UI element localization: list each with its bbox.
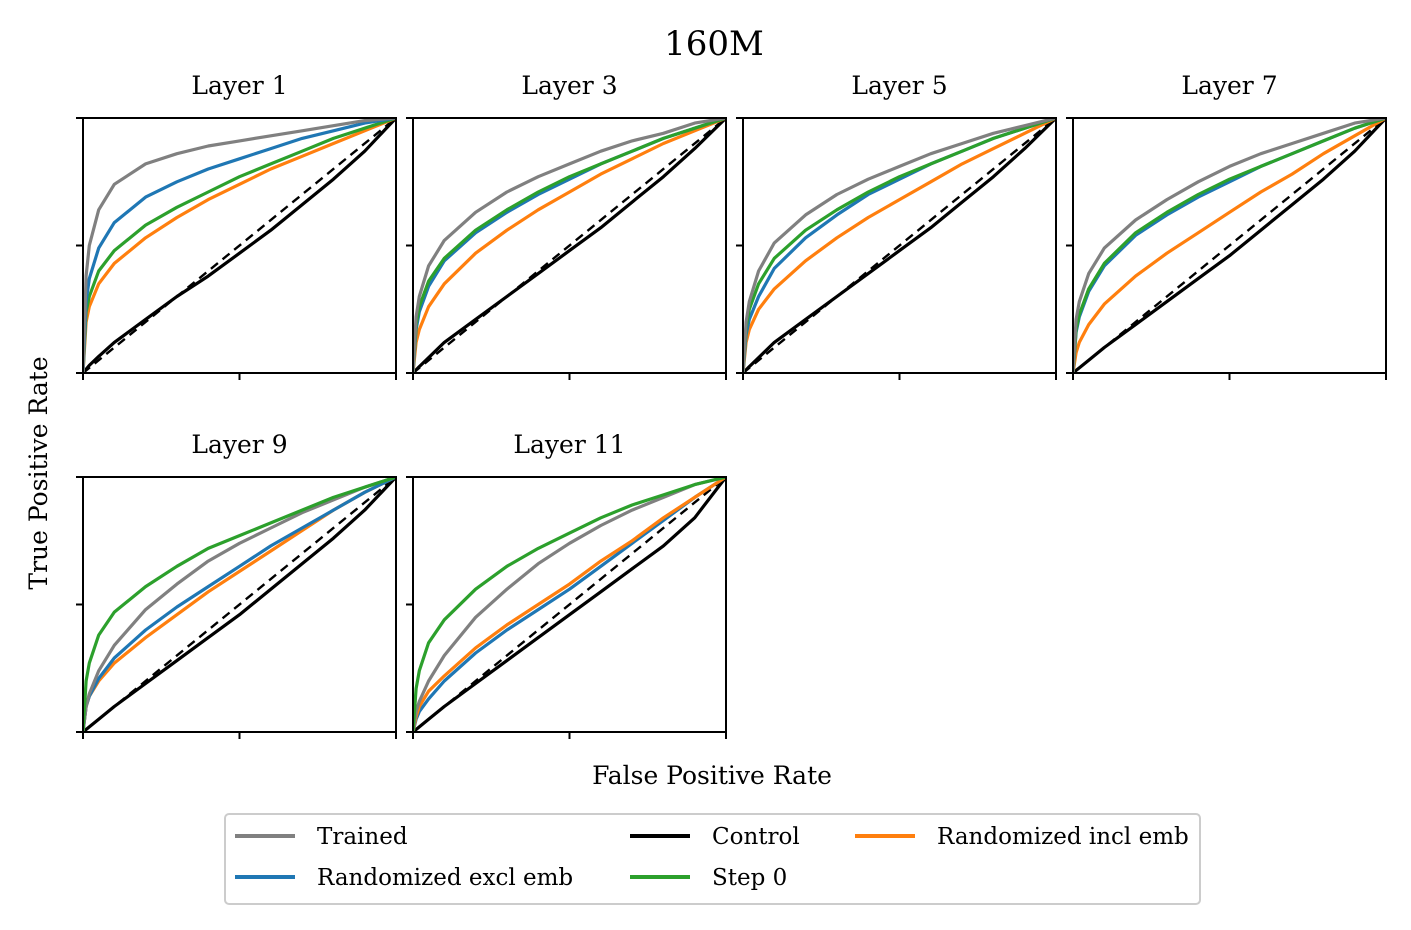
plot-area	[743, 118, 1056, 373]
plot-area	[83, 118, 396, 373]
series-line-randomized-incl-emb	[1073, 118, 1386, 373]
series-line-step-0	[413, 477, 726, 732]
panels: Layer 1 Layer 3 Layer 5 Layer 7 Layer 9 Layer…	[76, 71, 1387, 739]
series-line-control	[413, 477, 726, 732]
panel-title: Layer 5	[851, 71, 947, 100]
series-line-control	[413, 118, 726, 373]
series-line-randomized-excl-emb	[413, 477, 726, 732]
legend-label: Randomized excl emb	[317, 865, 573, 891]
series-line-control	[743, 118, 1056, 373]
series-line-trained	[743, 118, 1056, 373]
series-line-step-0	[83, 118, 396, 373]
legend-item-randomized-excl-emb: Randomized excl emb	[235, 865, 573, 891]
series-line-randomized-incl-emb	[413, 477, 726, 732]
axes-frame	[82, 476, 397, 733]
legend-label: Randomized incl emb	[937, 824, 1189, 850]
panel-layer-5: Layer 5	[736, 71, 1057, 380]
panel-layer-11: Layer 11	[406, 430, 727, 739]
legend-label: Trained	[317, 824, 408, 850]
series-line-randomized-incl-emb	[83, 118, 396, 373]
plot-area	[83, 477, 396, 732]
plot-area	[1073, 118, 1386, 373]
plot-area	[413, 118, 726, 373]
chance-line	[83, 118, 396, 373]
chance-line	[413, 118, 726, 373]
axes-frame	[412, 476, 727, 733]
figure-title: 160M	[664, 24, 764, 64]
axes-frame	[742, 117, 1057, 374]
legend-frame	[224, 813, 1201, 905]
series-line-step-0	[83, 477, 396, 732]
panel-layer-9: Layer 9	[76, 430, 397, 739]
legend-label: Step 0	[712, 865, 787, 891]
panel-title: Layer 1	[191, 71, 287, 100]
series-line-trained	[413, 118, 726, 373]
legend-item-randomized-incl-emb: Randomized incl emb	[855, 824, 1189, 850]
panel-title: Layer 3	[521, 71, 617, 100]
legend-items: Trained Randomized excl emb Control Step 0 R…	[235, 824, 1189, 891]
plot-area	[413, 477, 726, 732]
series-line-trained	[1073, 118, 1386, 373]
series-line-randomized-excl-emb	[83, 118, 396, 373]
panel-title: Layer 7	[1181, 71, 1277, 100]
panel-layer-1: Layer 1	[76, 71, 397, 380]
series-line-control	[1073, 118, 1386, 373]
x-axis-label: False Positive Rate	[592, 761, 832, 790]
axes-frame	[82, 117, 397, 374]
panel-layer-3: Layer 3	[406, 71, 727, 380]
panel-layer-7: Layer 7	[1066, 71, 1387, 380]
legend-item-trained: Trained	[235, 824, 408, 850]
series-line-trained	[83, 118, 396, 373]
panel-title: Layer 9	[191, 430, 287, 459]
series-line-randomized-incl-emb	[413, 118, 726, 373]
legend-label: Control	[712, 824, 800, 850]
series-line-control	[83, 118, 396, 373]
series-line-step-0	[743, 118, 1056, 373]
series-line-trained	[83, 477, 396, 732]
panel-title: Layer 11	[513, 430, 625, 459]
series-line-randomized-incl-emb	[743, 118, 1056, 373]
y-axis-label: True Positive Rate	[24, 356, 53, 589]
series-line-step-0	[413, 118, 726, 373]
chance-line	[743, 118, 1056, 373]
series-line-step-0	[1073, 118, 1386, 373]
series-line-trained	[413, 477, 726, 732]
legend: Trained Randomized excl emb Control Step 0 R…	[224, 813, 1201, 905]
legend-item-step-0: Step 0	[630, 865, 787, 891]
axes-frame	[412, 117, 727, 374]
legend-item-control: Control	[630, 824, 800, 850]
axes-frame	[1072, 117, 1387, 374]
series-line-control	[83, 477, 396, 732]
